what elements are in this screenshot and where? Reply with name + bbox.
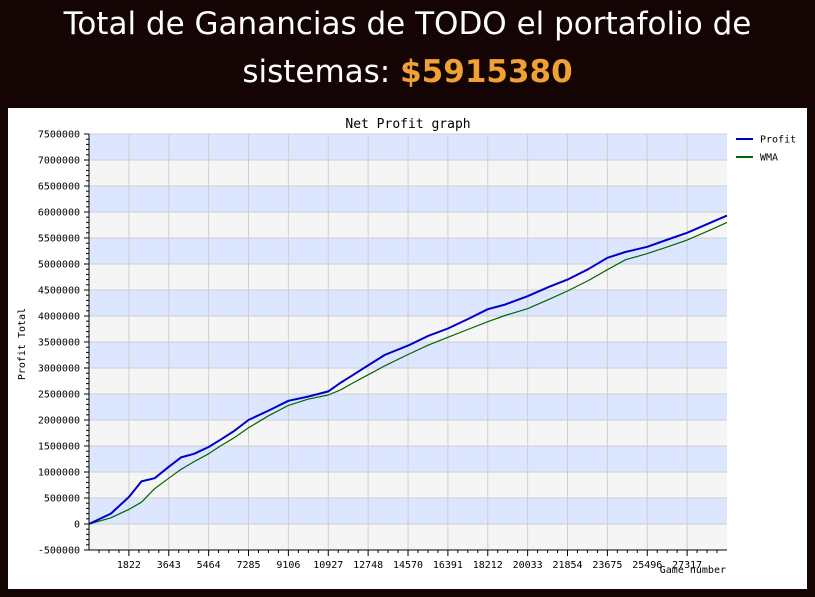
chart-panel: -500000 0 500000 1000000 1500000 2000000 25000… <box>8 108 807 589</box>
y-tick-label: 3500000 <box>38 338 80 349</box>
series-line-wma <box>88 221 728 525</box>
header-title-prefix: sistemas: <box>242 54 401 90</box>
x-tick-label: 5464 <box>197 560 221 571</box>
chart-title: Net Profit graph <box>345 117 470 132</box>
y-tick-label: 7500000 <box>38 130 80 141</box>
x-tick-label: 7285 <box>236 560 260 571</box>
y-tick-label: 1500000 <box>38 442 80 453</box>
y-tick-label: 0 <box>74 520 80 531</box>
y-tick-label: 4500000 <box>38 286 80 297</box>
x-tick-label: 9106 <box>276 560 300 571</box>
y-tick-label: 500000 <box>44 494 80 505</box>
x-axis-label: Game number <box>660 565 726 576</box>
x-tick-label: 1822 <box>117 560 141 571</box>
y-tick-label: 6500000 <box>38 182 80 193</box>
y-tick-label: 6000000 <box>38 208 80 219</box>
x-tick-label: 25496 <box>632 560 662 571</box>
net-profit-chart: -500000 0 500000 1000000 1500000 2000000 25000… <box>17 117 796 576</box>
y-tick-label: 1000000 <box>38 468 80 479</box>
y-tick-label: 3000000 <box>38 364 80 375</box>
x-tick-label: 23675 <box>592 560 622 571</box>
header-title-line2: sistemas: $5915380 <box>0 48 815 96</box>
y-tick-label: 4000000 <box>38 312 80 323</box>
x-tick-label: 21854 <box>552 560 582 571</box>
header-title-line1: Total de Ganancias de TODO el portafolio… <box>63 6 752 42</box>
x-tick-label: 3643 <box>157 560 181 571</box>
y-axis-label: Profit Total <box>17 308 28 380</box>
series-line-profit <box>88 214 728 525</box>
legend-label-profit: Profit <box>760 135 796 146</box>
x-tick-label: 18212 <box>473 560 503 571</box>
y-tick-label: 2000000 <box>38 416 80 427</box>
x-tick-label: 10927 <box>313 560 343 571</box>
x-tick-label: 12748 <box>353 560 383 571</box>
y-tick-label: 5500000 <box>38 234 80 245</box>
y-tick-label: 5000000 <box>38 260 80 271</box>
x-tick-label: 27317 <box>672 560 702 571</box>
total-profit-amount: $5915380 <box>400 54 573 90</box>
page-header: Total de Ganancias de TODO el portafolio… <box>0 0 815 100</box>
y-tick-label: -500000 <box>38 546 80 557</box>
legend-label-wma: WMA <box>760 153 778 164</box>
y-tick-label: 7000000 <box>38 156 80 167</box>
chart-legend: Profit WMA <box>736 135 796 164</box>
x-tick-label: 16391 <box>433 560 463 571</box>
x-tick-label: 20033 <box>513 560 543 571</box>
x-tick-label: 14570 <box>393 560 423 571</box>
y-tick-label: 2500000 <box>38 390 80 401</box>
